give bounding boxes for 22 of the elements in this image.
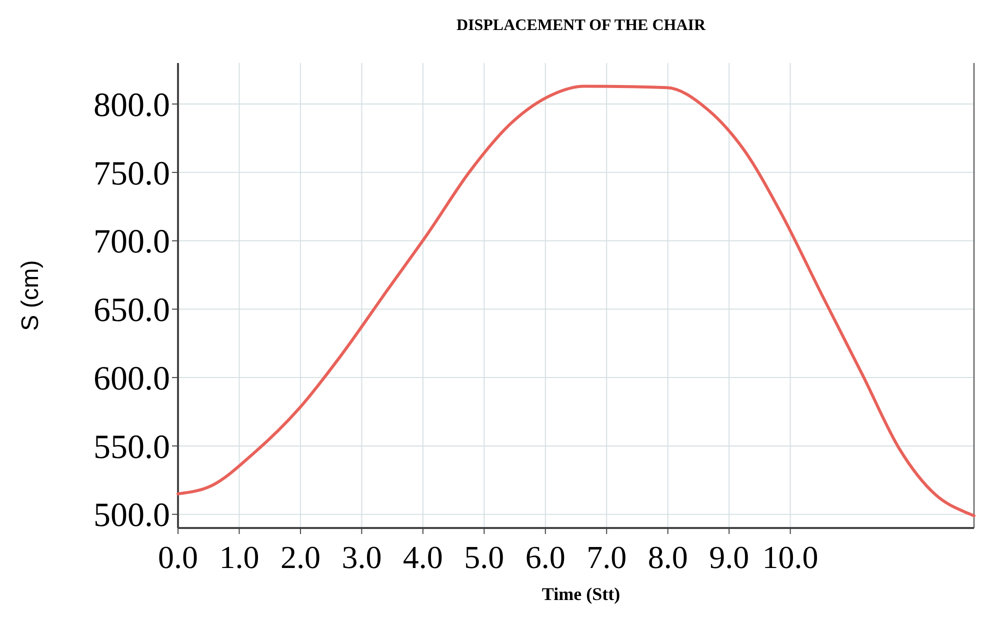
- y-tick-label: 500.0: [94, 497, 170, 534]
- x-tick-label: 7.0: [586, 539, 627, 575]
- x-tick-label: 9.0: [709, 539, 750, 575]
- x-tick-label: 10.0: [762, 539, 818, 575]
- line-series: [176, 84, 976, 518]
- y-tick-label: 550.0: [94, 428, 170, 466]
- x-tick-label: 1.0: [219, 539, 260, 575]
- chart-title: DISPLACEMENT OF THE CHAIR: [456, 17, 706, 34]
- y-tick-label: 650.0: [94, 292, 170, 330]
- y-tick-label: 700.0: [94, 224, 170, 261]
- x-tick-label: 6.0: [525, 539, 566, 575]
- x-tick-label: 2.0: [280, 539, 320, 575]
- y-tick-label: 600.0: [94, 360, 170, 398]
- x-tick-label: 3.0: [342, 539, 382, 575]
- x-axis-title: Time (Stt): [542, 584, 620, 604]
- y-axis-title: S (cm): [17, 260, 44, 331]
- x-tick-label: 4.0: [402, 539, 443, 575]
- x-tick-label: 0.0: [158, 539, 198, 575]
- y-tick-label: 800.0: [94, 86, 170, 124]
- y-tick-label: 750.0: [94, 155, 170, 192]
- x-tick-label: 8.0: [648, 539, 688, 575]
- x-tick-label: 5.0: [464, 539, 504, 575]
